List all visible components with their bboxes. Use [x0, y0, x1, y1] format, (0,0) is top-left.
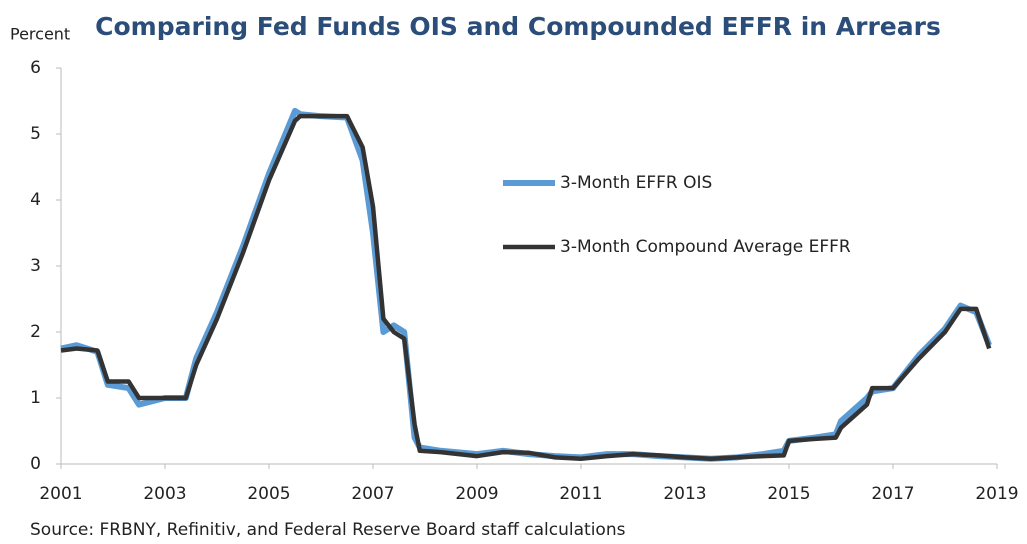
y-tick-label: 3 [30, 256, 41, 276]
x-tick-label: 2015 [767, 484, 810, 504]
y-tick-label: 1 [30, 388, 41, 408]
x-tick-label: 2003 [143, 484, 186, 504]
series-line [60, 107, 992, 462]
x-tick-label: 2001 [39, 484, 82, 504]
x-tick-label: 2017 [871, 484, 914, 504]
x-tick-label: 2011 [559, 484, 602, 504]
chart-title: Comparing Fed Funds OIS and Compounded E… [95, 12, 941, 41]
y-tick-label: 4 [30, 190, 41, 210]
x-tick-label: 2009 [455, 484, 498, 504]
legend-label: 3-Month Compound Average EFFR [560, 237, 851, 257]
y-tick-label: 0 [30, 454, 41, 474]
series-line [60, 113, 992, 461]
y-tick-label: 2 [30, 322, 41, 342]
legend-label: 3-Month EFFR OIS [560, 173, 712, 193]
source-note: Source: FRBNY, Refinitiv, and Federal Re… [30, 520, 626, 540]
y-tick-label: 5 [30, 124, 41, 144]
y-tick-label: 6 [30, 58, 41, 78]
x-tick-label: 2019 [975, 484, 1018, 504]
x-tick-label: 2007 [351, 484, 394, 504]
y-axis-label: Percent [10, 25, 70, 44]
x-tick-label: 2013 [663, 484, 706, 504]
x-tick-label: 2005 [247, 484, 290, 504]
